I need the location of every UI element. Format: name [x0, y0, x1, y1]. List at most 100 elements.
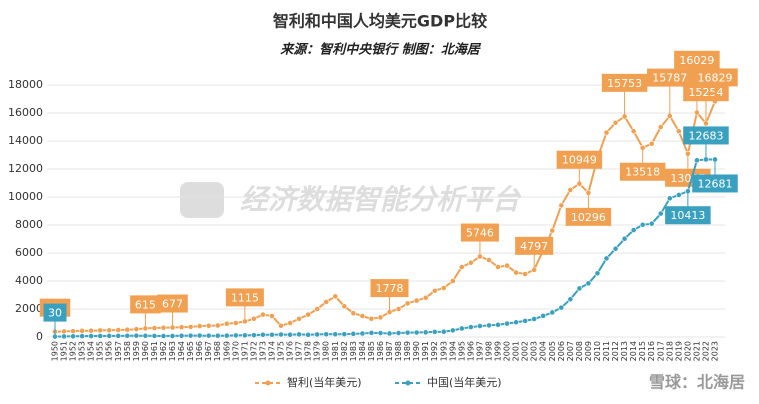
credit: 雪球：北海居: [649, 373, 745, 392]
point: [467, 259, 474, 266]
point: [368, 329, 375, 336]
x-tick-label: 1984: [358, 341, 367, 361]
point: [205, 322, 212, 329]
point: [214, 322, 221, 329]
x-tick-label: 1990: [412, 341, 421, 361]
point: [386, 330, 393, 337]
label-box: [683, 83, 729, 102]
point: [422, 294, 429, 301]
point: [359, 330, 366, 337]
point: [88, 327, 95, 334]
label-box: [647, 68, 693, 87]
x-tick-label: 1996: [466, 341, 475, 361]
y-tick-label: 16000: [8, 106, 43, 119]
point: [531, 316, 538, 322]
point: [558, 304, 565, 311]
point: [675, 192, 682, 198]
point: [196, 332, 203, 339]
point: [341, 331, 348, 338]
point: [486, 322, 492, 329]
label-box: [370, 279, 409, 298]
point: [648, 220, 655, 227]
point: [431, 287, 438, 294]
point: [133, 332, 140, 339]
x-tick-label: 1969: [222, 341, 231, 361]
x-tick-label: 1992: [430, 341, 439, 361]
point: [549, 227, 556, 234]
data-label: 10296: [571, 211, 606, 224]
x-tick-label: 1976: [286, 341, 295, 361]
point: [359, 313, 366, 319]
x-tick-label: 1968: [213, 341, 222, 361]
x-tick-label: 1952: [69, 341, 78, 361]
x-tick-label: 1974: [267, 341, 276, 361]
point: [314, 306, 321, 312]
point: [495, 321, 501, 328]
x-tick-label: 1981: [331, 341, 340, 361]
point: [260, 331, 266, 338]
point: [413, 329, 420, 336]
x-tick-label: 2001: [512, 341, 521, 361]
x-tick-label: 2018: [665, 341, 674, 361]
data-label: 1778: [376, 282, 404, 295]
point: [332, 331, 339, 338]
y-tick-label: 6000: [15, 246, 43, 259]
x-tick-label: 1965: [186, 341, 195, 361]
data-label: 10949: [562, 154, 597, 167]
point: [160, 324, 167, 331]
x-tick-label: 1973: [258, 341, 267, 361]
x-tick-label: 1999: [494, 341, 503, 361]
x-tick-label: 2003: [530, 341, 539, 361]
label-box: [130, 295, 161, 314]
point: [458, 325, 465, 332]
data-label: 5746: [466, 227, 494, 240]
x-tick-label: 2000: [503, 341, 512, 361]
label-box: [565, 207, 612, 226]
x-tick-label: 1988: [394, 341, 403, 361]
x-tick-label: 2009: [584, 341, 593, 361]
y-tick-label: 12000: [8, 162, 43, 175]
data-label: 15787: [652, 72, 687, 85]
point: [205, 332, 212, 339]
legend-label: 中国(当年美元): [427, 375, 502, 389]
legend-dot: [265, 380, 271, 386]
x-tick-label: 1967: [204, 341, 213, 361]
x-tick-label: 1986: [376, 341, 385, 361]
point: [612, 119, 619, 126]
point: [115, 327, 122, 333]
point: [630, 227, 637, 233]
point: [666, 195, 673, 202]
point: [513, 319, 519, 326]
x-tick-label: 1961: [150, 341, 159, 361]
x-tick-label: 2023: [711, 341, 720, 361]
point: [278, 322, 284, 329]
point: [612, 245, 619, 252]
point: [187, 324, 194, 330]
x-tick-label: 1987: [385, 341, 394, 361]
label-box: [665, 206, 711, 225]
point: [124, 332, 131, 339]
data-label: 30: [48, 307, 62, 320]
point: [522, 318, 529, 324]
point: [422, 329, 429, 336]
legend-dot: [405, 380, 411, 386]
point: [350, 310, 357, 317]
x-tick-label: 1989: [403, 341, 412, 361]
y-tick-label: 2000: [15, 302, 43, 315]
point: [341, 303, 348, 310]
x-tick-label: 1994: [448, 341, 457, 361]
x-tick-label: 1957: [114, 341, 123, 361]
x-tick-label: 1962: [159, 341, 168, 361]
watermark-logo: [180, 182, 224, 218]
point: [287, 331, 293, 338]
x-tick-label: 1958: [123, 341, 132, 361]
x-tick-label: 1972: [249, 341, 258, 361]
data-label: 16029: [679, 54, 714, 67]
point: [260, 311, 266, 318]
point: [368, 315, 375, 322]
point: [477, 323, 483, 329]
point: [639, 221, 646, 228]
point: [404, 329, 411, 336]
point: [413, 297, 420, 304]
point: [178, 332, 185, 339]
